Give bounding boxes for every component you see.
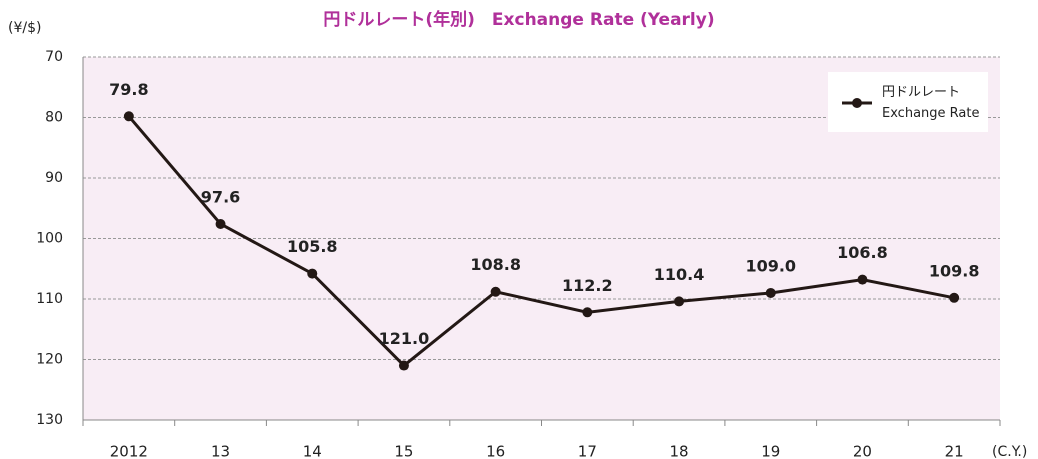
data-point — [949, 292, 960, 303]
y-tick-label: 80 — [45, 110, 63, 126]
y-tick-label: 70 — [45, 49, 63, 65]
x-tick-label: 14 — [303, 443, 322, 459]
data-label: 108.8 — [470, 255, 521, 274]
y-axis-label: (¥/$) — [8, 20, 41, 36]
data-label: 109.8 — [929, 261, 980, 280]
x-tick-label: 2012 — [110, 443, 148, 459]
x-axis-label: (C.Y.) — [992, 444, 1027, 459]
x-tick-label: 21 — [945, 443, 964, 459]
x-tick-label: 13 — [211, 443, 230, 459]
data-label: 79.8 — [109, 80, 148, 99]
y-tick-label: 90 — [45, 170, 63, 186]
data-point — [307, 268, 318, 279]
x-tick-label: 15 — [394, 443, 413, 459]
data-label: 105.8 — [287, 237, 338, 256]
y-tick-label: 100 — [36, 231, 63, 247]
data-point — [582, 307, 593, 318]
legend-symbol — [842, 98, 872, 108]
legend: 円ドルレート Exchange Rate — [828, 72, 988, 132]
data-point — [123, 111, 134, 122]
y-tick-label: 110 — [36, 291, 63, 307]
x-tick-label: 18 — [670, 443, 689, 459]
data-label: 109.0 — [745, 256, 796, 275]
x-tick-label: 17 — [578, 443, 597, 459]
data-point — [674, 296, 685, 307]
data-point — [490, 286, 501, 297]
data-label: 121.0 — [379, 329, 430, 348]
data-point — [857, 274, 868, 285]
data-label: 97.6 — [201, 187, 240, 206]
data-point — [765, 287, 776, 298]
data-label: 110.4 — [654, 265, 705, 284]
data-point — [215, 218, 226, 229]
chart-title: 円ドルレート(年別) Exchange Rate (Yearly) — [323, 9, 714, 30]
x-tick-label: 16 — [486, 443, 505, 459]
y-tick-label: 130 — [36, 412, 63, 428]
legend-label: 円ドルレート Exchange Rate — [882, 85, 980, 121]
series-line — [127, 115, 955, 368]
data-point — [398, 360, 409, 371]
x-tick-label: 19 — [761, 443, 780, 459]
x-tick-label: 20 — [853, 443, 872, 459]
y-tick-label: 120 — [36, 352, 63, 368]
data-label: 106.8 — [837, 243, 888, 262]
data-label: 112.2 — [562, 276, 613, 295]
